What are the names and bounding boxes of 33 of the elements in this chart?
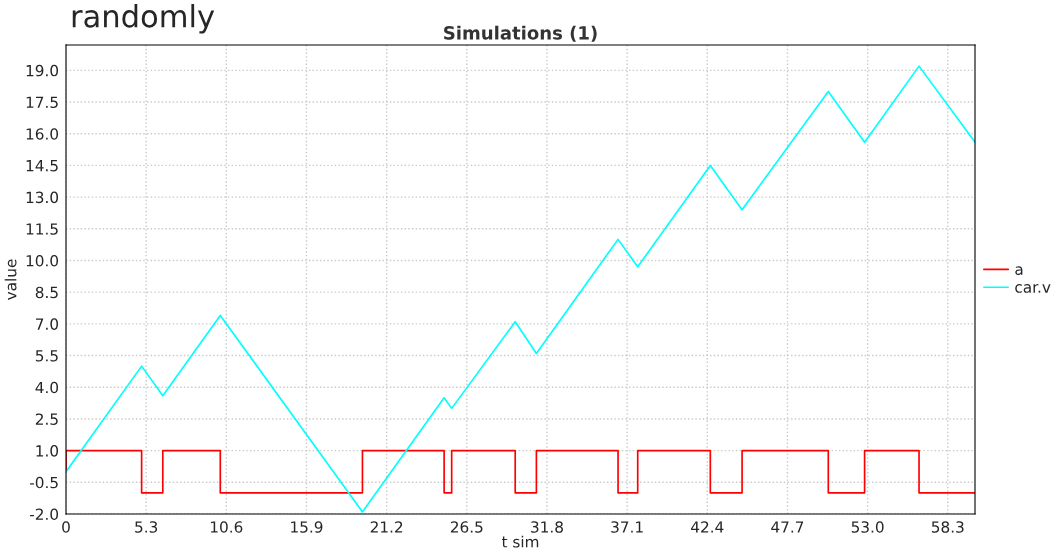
y-tick-label: -2.0 <box>29 508 59 521</box>
y-axis-title: value <box>4 259 17 300</box>
x-tick-label: 10.6 <box>210 521 243 533</box>
chart-title: Simulations (1) <box>444 25 597 42</box>
y-tick-label: -0.5 <box>29 476 58 489</box>
x-tick-label: 58.3 <box>931 521 964 533</box>
legend-label: car.v <box>1015 284 1051 293</box>
y-tick-label: 10.0 <box>26 254 59 267</box>
x-tick-label: 42.4 <box>691 521 724 533</box>
text: randomly <box>72 4 215 34</box>
x-tick-label: 0 <box>62 521 70 533</box>
y-tick-label: 16.0 <box>26 128 59 140</box>
y-tick-label: 2.5 <box>35 413 58 425</box>
y-tick-label: 5.5 <box>35 350 58 362</box>
y-tick-label: 7.0 <box>36 318 59 330</box>
x-tick-label: 26.5 <box>450 521 483 533</box>
x-tick-label: 31.8 <box>531 521 563 533</box>
legend-label: a <box>1015 266 1023 276</box>
x-tick-label: 37.1 <box>611 521 643 533</box>
x-tick-label: 15.9 <box>291 521 323 533</box>
y-tick-label: 8.5 <box>35 286 58 299</box>
y-tick-label: 17.5 <box>26 96 58 109</box>
x-tick-label: 53.0 <box>851 521 884 533</box>
y-tick-label: 4.0 <box>35 381 59 394</box>
y-tick-label: 19.0 <box>26 64 59 77</box>
x-tick-label: 21.2 <box>370 521 403 533</box>
y-tick-label: 11.5 <box>26 223 58 235</box>
y-tick-label: 14.5 <box>26 160 58 172</box>
x-tick-label: 5.3 <box>135 521 158 533</box>
y-tick-label: 13.0 <box>26 191 59 204</box>
y-tick-label: 1.0 <box>36 445 59 457</box>
x-axis-title: t sim <box>501 535 539 548</box>
x-tick-label: 47.7 <box>771 521 804 533</box>
